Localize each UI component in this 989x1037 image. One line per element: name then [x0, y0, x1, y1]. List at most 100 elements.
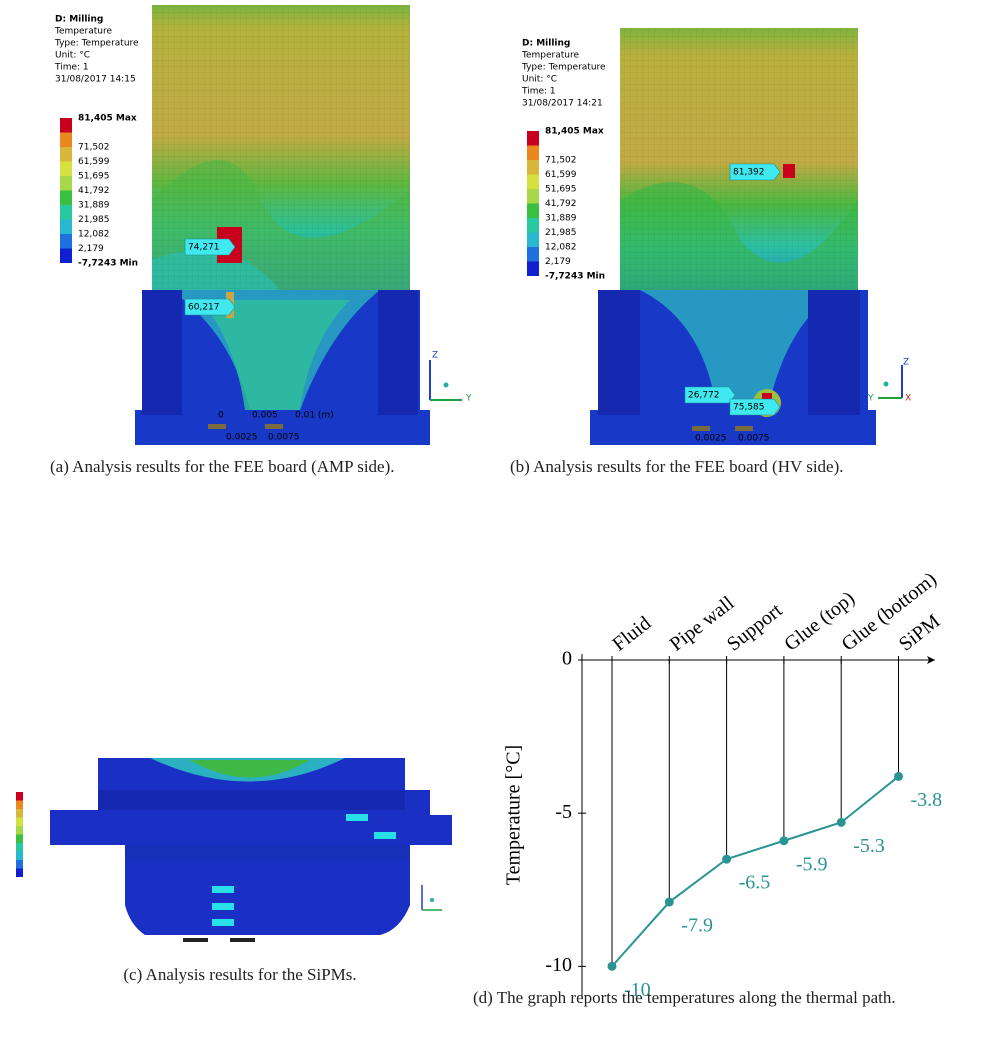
axis-triad-label: X — [905, 394, 911, 404]
legend-swatch — [527, 175, 539, 190]
legend-swatch — [60, 133, 72, 148]
sim-image-c — [16, 758, 452, 942]
legend-label: -7,7243 Min — [545, 272, 605, 282]
caption-b: (b) Analysis results for the FEE board (… — [510, 455, 965, 478]
header-line: D: Milling — [522, 39, 570, 49]
header-line: 31/08/2017 14:21 — [522, 99, 603, 109]
legend-swatch — [16, 852, 23, 861]
x-tick-label: Pipe wall — [666, 592, 739, 656]
header-line: Type: Temperature — [521, 63, 606, 73]
legend-label: 41,792 — [78, 186, 110, 196]
legend-swatch — [60, 147, 72, 162]
scale-label: 0.0025 — [226, 433, 258, 443]
legend-swatch — [527, 218, 539, 233]
probe-label: 60,217 — [188, 303, 220, 313]
legend-label: 21,985 — [78, 215, 110, 225]
data-point — [894, 772, 903, 781]
legend-label: -7,7243 Min — [78, 259, 138, 269]
value-label: -5.3 — [853, 835, 885, 857]
legend-label: 41,792 — [545, 199, 577, 209]
legend-swatch — [527, 189, 539, 204]
data-point — [779, 836, 788, 845]
probe-label: 74,271 — [188, 243, 220, 253]
probe-label: 75,585 — [733, 403, 765, 413]
legend-swatch — [527, 131, 539, 146]
legend-swatch — [16, 792, 23, 801]
sim-image-a — [135, 5, 462, 445]
header-line: Unit: °C — [55, 51, 90, 61]
x-tick-label: Glue (bottom) — [838, 568, 941, 655]
legend-label: 51,695 — [78, 172, 110, 182]
data-point — [608, 962, 617, 971]
legend-label: 21,985 — [545, 228, 577, 238]
value-label: -7.9 — [681, 915, 713, 937]
x-tick-label: Fluid — [608, 612, 655, 655]
probe-label: 26,772 — [688, 391, 720, 401]
legend-swatch — [60, 162, 72, 177]
legend-label: 81,405 Max — [78, 114, 137, 124]
legend-swatch — [527, 233, 539, 248]
data-point — [722, 855, 731, 864]
axis-triad-label: Z — [432, 351, 438, 361]
legend-label: 51,695 — [545, 185, 577, 195]
header-line: Time: 1 — [54, 63, 89, 73]
legend-label: 2,179 — [545, 257, 571, 267]
legend-label: 31,889 — [545, 214, 577, 224]
legend-label: 12,082 — [545, 243, 577, 253]
legend-swatch — [60, 176, 72, 191]
scale-label: 0 — [218, 411, 224, 421]
legend-label: 71,502 — [78, 143, 110, 153]
header-line: Temperature — [521, 51, 579, 61]
axis-triad-label: Y — [867, 394, 874, 404]
value-label: -6.5 — [739, 872, 771, 894]
legend-swatch — [60, 249, 72, 264]
legend-label: 61,599 — [78, 157, 110, 167]
axis-triad-label: Y — [465, 394, 472, 404]
scale-label: 0.01 (m) — [295, 411, 334, 421]
y-axis-label: Temperature [°C] — [503, 745, 525, 885]
header-line: Unit: °C — [522, 75, 557, 85]
header-line: Time: 1 — [521, 87, 556, 97]
legend-swatch — [527, 160, 539, 175]
legend-swatch — [60, 234, 72, 249]
legend-swatch — [527, 247, 539, 262]
legend-label: 71,502 — [545, 156, 577, 166]
caption-a: (a) Analysis results for the FEE board (… — [50, 455, 475, 478]
legend-swatch — [16, 801, 23, 810]
data-point — [665, 898, 674, 907]
figure: Temperature [°C] D: Milling Temperature Ty… — [0, 0, 989, 1037]
probe-label: 81,392 — [733, 168, 765, 178]
legend-swatch — [16, 860, 23, 869]
header-line: D: Milling — [55, 15, 103, 25]
y-tick-label: -5 — [555, 801, 572, 823]
scale-label: 0.0025 — [695, 434, 727, 444]
caption-c: (c) Analysis results for the SiPMs. — [60, 963, 420, 986]
legend-swatch — [16, 869, 23, 878]
y-tick-label: -10 — [545, 954, 572, 976]
scale-label: 0.005 — [252, 411, 278, 421]
legend-label: 61,599 — [545, 170, 577, 180]
legend-label: 2,179 — [78, 244, 104, 254]
page: Temperature [°C] D: Milling Temperature Ty… — [0, 0, 989, 1037]
legend-swatch — [16, 843, 23, 852]
legend-swatch — [60, 118, 72, 133]
legend-swatch — [60, 191, 72, 206]
legend-label: 81,405 Max — [545, 127, 604, 137]
legend-swatch — [16, 809, 23, 818]
x-tick-label: SiPM — [895, 610, 945, 656]
sim-image-b — [590, 28, 902, 445]
legend-swatch — [527, 146, 539, 161]
legend-swatch — [60, 205, 72, 220]
value-label: -5.9 — [796, 853, 828, 875]
legend-swatch — [527, 204, 539, 219]
legend-swatch — [16, 818, 23, 827]
legend-swatch — [16, 835, 23, 844]
legend-swatch — [16, 826, 23, 835]
scale-label: 0.0075 — [268, 433, 300, 443]
header-line: Temperature — [54, 27, 112, 37]
scale-label: 0.0075 — [738, 434, 770, 444]
caption-d: (d) The graph reports the temperatures a… — [473, 986, 973, 1009]
header-line: Type: Temperature — [54, 39, 139, 49]
header-line: 31/08/2017 14:15 — [55, 75, 136, 85]
data-point — [837, 818, 846, 827]
